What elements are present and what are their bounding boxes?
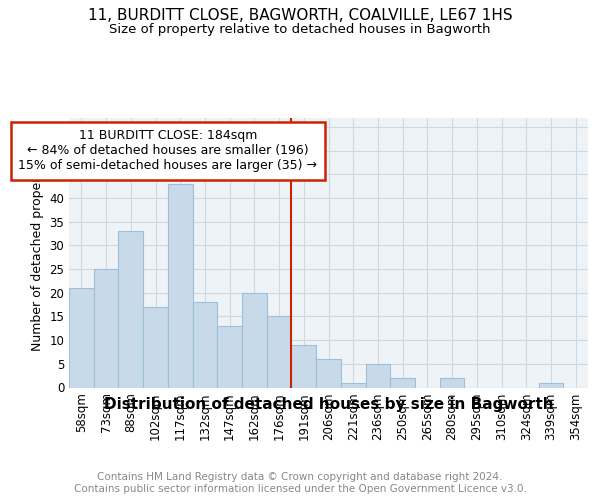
Bar — [168, 184, 193, 388]
Text: Distribution of detached houses by size in Bagworth: Distribution of detached houses by size … — [104, 398, 554, 412]
Bar — [69, 288, 94, 388]
Bar — [341, 383, 365, 388]
Bar — [118, 231, 143, 388]
Bar — [143, 307, 168, 388]
Bar — [242, 293, 267, 388]
Bar — [316, 359, 341, 388]
Bar — [94, 269, 118, 388]
Text: 11, BURDITT CLOSE, BAGWORTH, COALVILLE, LE67 1HS: 11, BURDITT CLOSE, BAGWORTH, COALVILLE, … — [88, 8, 512, 22]
Bar — [440, 378, 464, 388]
Text: Contains HM Land Registry data © Crown copyright and database right 2024.
Contai: Contains HM Land Registry data © Crown c… — [74, 472, 526, 494]
Bar — [365, 364, 390, 388]
Text: 11 BURDITT CLOSE: 184sqm
← 84% of detached houses are smaller (196)
15% of semi-: 11 BURDITT CLOSE: 184sqm ← 84% of detach… — [19, 130, 317, 172]
Bar — [267, 316, 292, 388]
Bar — [390, 378, 415, 388]
Text: Size of property relative to detached houses in Bagworth: Size of property relative to detached ho… — [109, 22, 491, 36]
Bar — [539, 383, 563, 388]
Bar — [292, 345, 316, 388]
Bar — [217, 326, 242, 388]
Y-axis label: Number of detached properties: Number of detached properties — [31, 154, 44, 351]
Bar — [193, 302, 217, 388]
